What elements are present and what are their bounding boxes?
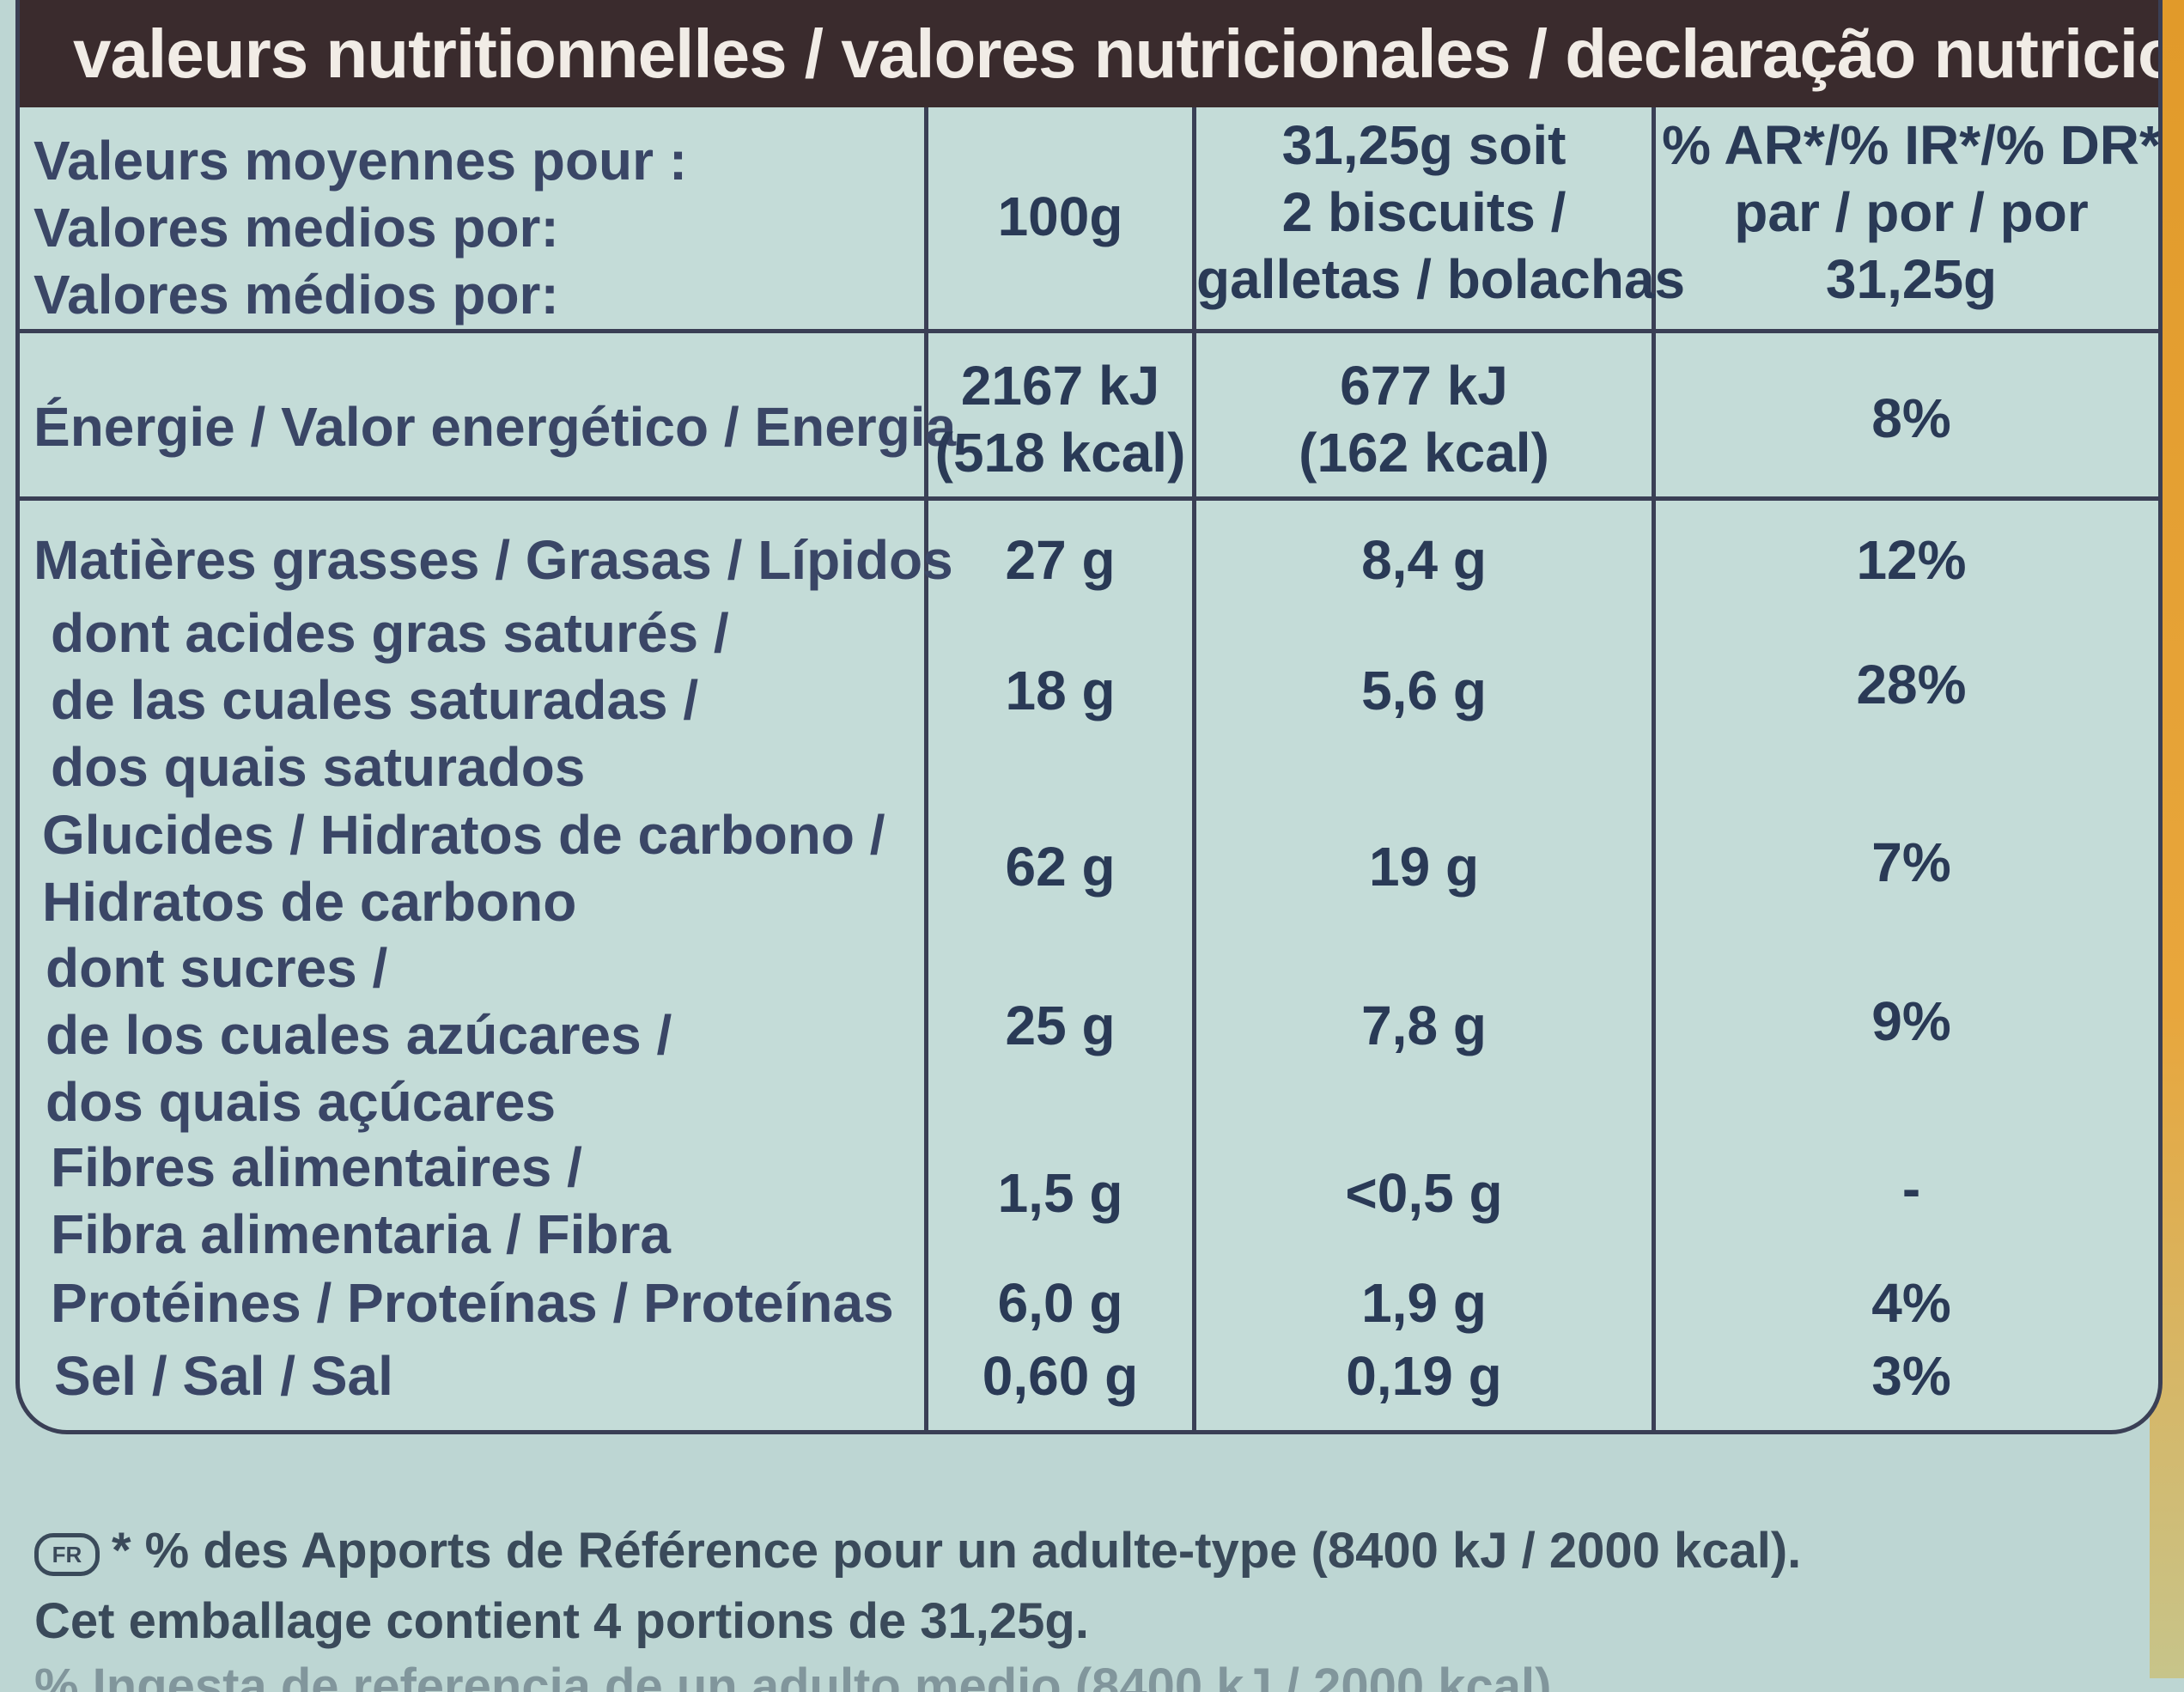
- footnote-line-1: FR * % des Apports de Référence pour un a…: [34, 1516, 2147, 1586]
- row-per100: 1,5 g: [997, 1162, 1123, 1224]
- row-portion: 5,6 g: [1361, 660, 1487, 721]
- label-header-line: Valores medios por:: [33, 197, 559, 259]
- row-ri: 3%: [1871, 1345, 1951, 1407]
- table-title: valeurs nutritionnelles / valores nutric…: [20, 0, 2158, 107]
- row-portion: 19 g: [1368, 836, 1480, 898]
- divider-row-energy: [20, 496, 2158, 501]
- energy-per100: 2167 kJ (518 kcal): [928, 352, 1192, 486]
- fr-flag-icon: FR: [34, 1532, 100, 1576]
- row-per100: 18 g: [1005, 660, 1116, 721]
- label-header-line: Valores médios por:: [33, 264, 559, 326]
- row-label-line: Protéines / Proteínas / Proteínas: [51, 1272, 894, 1334]
- label-header: Valeurs moyennes pour : Valores medios p…: [33, 127, 687, 328]
- portion-header-line: galletas / bolachas: [1196, 248, 1686, 310]
- row-portion: 1,9 g: [1361, 1272, 1487, 1334]
- row-ri: 28%: [1856, 654, 1967, 715]
- row-label-line: dos quais saturados: [51, 736, 586, 798]
- energy-label: Énergie / Valor energético / Energia: [33, 396, 957, 458]
- label-header-line: Valeurs moyennes pour :: [33, 130, 688, 192]
- row-label-line: de las cuales saturadas /: [51, 669, 699, 731]
- energy-per100-line: (518 kcal): [934, 422, 1186, 484]
- footnote-line-2: Cet emballage contient 4 portions de 31,…: [34, 1593, 1089, 1649]
- divider-col2: [1192, 107, 1196, 1430]
- divider-col1: [924, 107, 928, 1430]
- row-ri: 7%: [1871, 831, 1951, 893]
- row-per100: 27 g: [1005, 529, 1116, 591]
- row-per100: 62 g: [1005, 836, 1116, 898]
- row-label: dont acides gras saturés / de las cuales…: [51, 600, 729, 800]
- row-per100: 0,60 g: [982, 1345, 1139, 1407]
- row-label-line: dont acides gras saturés /: [51, 602, 729, 664]
- row-label-line: dont sucres /: [46, 937, 388, 999]
- row-label-line: Fibra alimentaria / Fibra: [51, 1203, 671, 1265]
- portion-header: 31,25g soit 2 biscuits / galletas / bola…: [1196, 112, 1686, 313]
- divider-row-header: [20, 329, 2158, 333]
- row-label-line: Sel / Sal / Sal: [54, 1345, 393, 1407]
- footnote-text-1: * % des Apports de Référence pour un adu…: [112, 1523, 1802, 1579]
- row-label: dont sucres / de los cuales azúcares / d…: [46, 934, 672, 1135]
- row-label: Fibres alimentaires / Fibra alimentaria …: [51, 1134, 671, 1268]
- ri-header-line: 31,25g: [1825, 248, 1998, 310]
- row-label: Sel / Sal / Sal: [54, 1342, 393, 1409]
- row-portion: 0,19 g: [1346, 1345, 1502, 1407]
- nutrition-table: valeurs nutritionnelles / valores nutric…: [15, 0, 2163, 1434]
- energy-portion: 677 kJ (162 kcal): [1196, 352, 1652, 486]
- row-per100: 6,0 g: [997, 1272, 1123, 1334]
- row-label: Matières grasses / Grasas / Lípidos: [33, 526, 953, 593]
- row-label: Protéines / Proteínas / Proteínas: [51, 1269, 894, 1336]
- row-per100: 25 g: [1005, 995, 1116, 1056]
- footnote: FR * % des Apports de Référence pour un a…: [34, 1516, 2147, 1657]
- energy-per100-line: 2167 kJ: [960, 355, 1160, 417]
- row-label-line: dos quais açúcares: [46, 1071, 557, 1133]
- per100-header: 100g: [997, 186, 1123, 247]
- row-ri: -: [1901, 1158, 1921, 1220]
- row-ri: 9%: [1871, 990, 1951, 1052]
- row-label-line: Hidratos de carbono: [42, 871, 577, 933]
- portion-header-line: 2 biscuits /: [1281, 181, 1567, 243]
- row-label: Glucides / Hidratos de carbono / Hidrato…: [42, 801, 885, 935]
- ri-header: % AR*/% IR*/% DR* par / por / por 31,25g: [1656, 112, 2161, 313]
- row-portion: 8,4 g: [1361, 529, 1487, 591]
- row-label-line: Matières grasses / Grasas / Lípidos: [33, 529, 953, 591]
- row-label-line: Glucides / Hidratos de carbono /: [42, 804, 885, 866]
- portion-header-line: 31,25g soit: [1281, 114, 1567, 176]
- divider-col3: [1652, 107, 1656, 1430]
- row-ri: 4%: [1871, 1272, 1951, 1334]
- energy-ri: 8%: [1871, 387, 1951, 449]
- row-label-line: Fibres alimentaires /: [51, 1136, 582, 1198]
- energy-portion-line: 677 kJ: [1340, 355, 1508, 417]
- cut-off-footnote: % Ingesta de referencia de un adulto med…: [34, 1659, 1552, 1692]
- row-ri: 12%: [1856, 529, 1967, 591]
- energy-portion-line: (162 kcal): [1299, 422, 1549, 484]
- ri-header-line: par / por / por: [1734, 181, 2089, 243]
- row-portion: <0,5 g: [1345, 1162, 1503, 1224]
- row-label-line: de los cuales azúcares /: [46, 1004, 672, 1066]
- ri-header-line: % AR*/% IR*/% DR*: [1662, 114, 2161, 176]
- row-portion: 7,8 g: [1361, 995, 1487, 1056]
